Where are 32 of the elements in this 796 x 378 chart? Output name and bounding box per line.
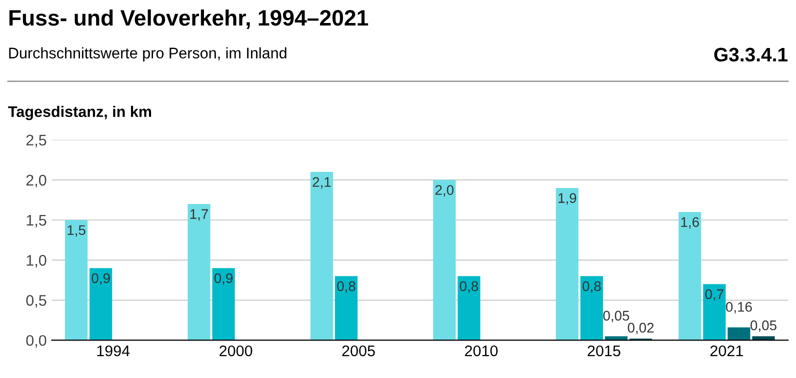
data-label: 0,8 <box>460 281 478 293</box>
text: G3.3.4.1 <box>714 48 788 62</box>
x-tick-label: 2010 <box>465 345 498 356</box>
y-tick-label: 1,5 <box>26 215 46 228</box>
data-label: 2,1 <box>312 177 331 189</box>
y-axis-title: Tagesdistanz, in km <box>8 106 152 120</box>
data-label: 0,9 <box>92 273 110 285</box>
data-label: 0,05 <box>750 320 776 332</box>
data-label: 0,16 <box>726 302 752 314</box>
x-tick-label: 2015 <box>588 345 620 356</box>
x-tick-label: 2000 <box>220 345 252 356</box>
y-tick-label: 2,5 <box>26 134 46 148</box>
x-tick-label: 2005 <box>342 345 375 356</box>
data-label: 1,5 <box>68 225 86 237</box>
y-tick-label: 0,5 <box>26 295 46 308</box>
data-label: 0,9 <box>214 273 233 285</box>
x-tick-label: 2021 <box>710 345 743 356</box>
x-tick-label: 1994 <box>97 345 130 356</box>
y-tick-label: 1,0 <box>26 254 46 268</box>
y-tick-label: 2,0 <box>26 174 46 188</box>
data-label: 0,7 <box>705 289 724 301</box>
data-label: 1,7 <box>190 209 208 221</box>
y-tick-label: 0,0 <box>26 335 46 348</box>
data-label: 0,8 <box>582 281 601 293</box>
data-label: 2,0 <box>435 185 454 197</box>
chart-title: Fuss- und Veloverkehr, 1994–2021 <box>9 9 368 29</box>
data-label: 0,02 <box>628 322 654 334</box>
data-label: 0,05 <box>603 310 630 322</box>
data-label: 1,9 <box>558 193 576 205</box>
data-label: 1,6 <box>681 217 699 229</box>
chart-subtitle: Durchschnittswerte pro Person, im Inland <box>9 47 286 62</box>
data-label: 0,8 <box>337 281 356 293</box>
